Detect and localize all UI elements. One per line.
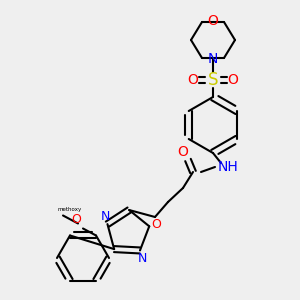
Text: O: O — [228, 73, 238, 87]
Text: N: N — [208, 52, 218, 66]
Text: O: O — [151, 218, 161, 231]
Text: O: O — [208, 14, 218, 28]
Text: O: O — [178, 145, 188, 159]
Text: methoxy: methoxy — [58, 207, 82, 212]
Text: O: O — [71, 213, 81, 226]
Text: NH: NH — [218, 160, 239, 174]
Text: S: S — [208, 71, 218, 89]
Text: N: N — [101, 210, 110, 223]
Text: N: N — [137, 252, 147, 265]
Text: O: O — [188, 73, 198, 87]
